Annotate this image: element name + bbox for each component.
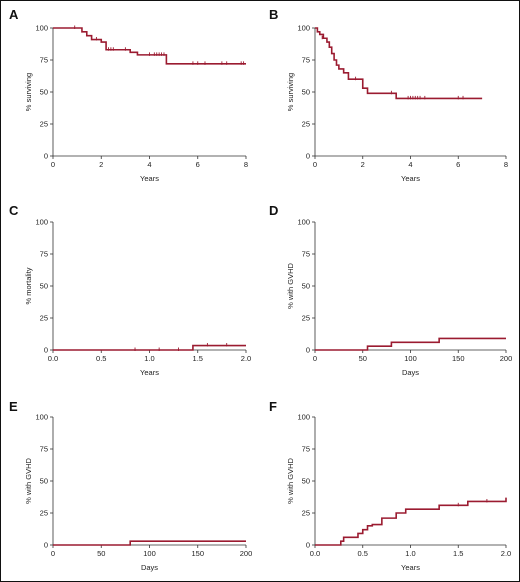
y-axis-title: % with GVHD: [24, 457, 33, 503]
y-tick-label: 25: [40, 509, 48, 518]
y-tick-label: 25: [302, 120, 310, 129]
y-tick-label: 50: [40, 477, 48, 486]
panel-d: D 0 25 50 75 100 0 50 100 150 200 Days % with GVHD: [269, 203, 512, 377]
y-axis-title: % surviving: [286, 73, 295, 111]
y-axis-title: % with GVHD: [286, 262, 295, 308]
y-tick-label: 75: [302, 250, 310, 259]
km-curve: [53, 344, 246, 351]
y-tick-label: 25: [302, 509, 310, 518]
x-axis-title: Years: [401, 174, 420, 183]
panel-label: A: [9, 7, 19, 22]
y-tick-label: 75: [40, 56, 48, 65]
x-tick-label: 1.0: [144, 354, 154, 363]
km-curve: [315, 27, 483, 100]
x-tick-label: 1.0: [405, 549, 415, 558]
y-tick-label: 25: [302, 314, 310, 323]
y-tick-label: 50: [302, 88, 310, 97]
x-tick-label: 2.0: [241, 354, 251, 363]
panel-a: A 0 25 50 75 100 0 2 4 6 8 Years % surviving: [9, 7, 248, 183]
panel-c: C 0 25 50 75 100 0.0 0.5 1.0 1.5 2.0 Years % mortali…: [9, 203, 251, 377]
y-tick-label: 0: [44, 152, 48, 161]
y-tick-label: 100: [297, 218, 310, 227]
x-tick-label: 2: [99, 160, 103, 169]
panel-label: C: [9, 203, 19, 218]
x-tick-label: 50: [97, 549, 105, 558]
x-tick-label: 1.5: [193, 354, 203, 363]
x-tick-label: 0: [313, 354, 317, 363]
x-tick-label: 0.0: [48, 354, 58, 363]
x-tick-label: 0.5: [358, 549, 368, 558]
y-tick-label: 50: [302, 477, 310, 486]
y-axis-title: % mortality: [24, 267, 33, 304]
x-tick-label: 0.0: [310, 549, 320, 558]
x-axis-title: Years: [140, 174, 159, 183]
y-tick-label: 0: [44, 346, 48, 355]
km-curve: [315, 497, 507, 546]
x-tick-label: 100: [143, 549, 156, 558]
x-tick-label: 2: [361, 160, 365, 169]
x-tick-label: 0: [51, 549, 55, 558]
x-axis-title: Days: [402, 368, 419, 377]
km-curve: [315, 337, 506, 351]
x-tick-label: 150: [452, 354, 465, 363]
x-tick-label: 4: [408, 160, 412, 169]
x-tick-label: 6: [456, 160, 460, 169]
y-tick-label: 75: [302, 445, 310, 454]
y-tick-label: 25: [40, 314, 48, 323]
x-tick-label: 50: [359, 354, 367, 363]
panel-e: E 0 25 50 75 100 0 50 100 150 200 Days % with GVHD: [9, 399, 252, 572]
y-tick-label: 0: [306, 346, 310, 355]
y-tick-label: 25: [40, 120, 48, 129]
panel-label: B: [269, 7, 278, 22]
x-tick-label: 0: [51, 160, 55, 169]
x-tick-label: 200: [240, 549, 253, 558]
y-tick-label: 100: [35, 413, 48, 422]
y-tick-label: 100: [297, 24, 310, 33]
y-tick-label: 75: [40, 250, 48, 259]
y-tick-label: 0: [306, 152, 310, 161]
panel-label: E: [9, 399, 18, 414]
y-tick-label: 0: [306, 541, 310, 550]
y-tick-label: 50: [40, 282, 48, 291]
x-axis-title: Days: [141, 563, 158, 572]
km-curve: [53, 540, 246, 546]
y-tick-label: 50: [40, 88, 48, 97]
panel-f: F 0 25 50 75 100 0.0 0.5 1.0 1.5 2.0 Years % with GV…: [269, 399, 511, 572]
x-tick-label: 8: [244, 160, 248, 169]
panel-label: F: [269, 399, 277, 414]
x-tick-label: 100: [404, 354, 417, 363]
km-curve: [53, 27, 246, 65]
y-tick-label: 100: [35, 218, 48, 227]
x-axis-title: Years: [401, 563, 420, 572]
x-axis-title: Years: [140, 368, 159, 377]
y-tick-label: 0: [44, 541, 48, 550]
panel-b: B 0 25 50 75 100 0 2 4 6 8 Years % surviving: [269, 7, 508, 183]
x-tick-label: 150: [191, 549, 204, 558]
x-tick-label: 1.5: [453, 549, 463, 558]
x-tick-label: 200: [500, 354, 513, 363]
x-tick-label: 8: [504, 160, 508, 169]
x-tick-label: 2.0: [501, 549, 511, 558]
x-tick-label: 0.5: [96, 354, 106, 363]
y-tick-label: 100: [35, 24, 48, 33]
x-tick-label: 4: [147, 160, 151, 169]
y-tick-label: 100: [297, 413, 310, 422]
y-tick-label: 75: [40, 445, 48, 454]
x-tick-label: 0: [313, 160, 317, 169]
y-tick-label: 75: [302, 56, 310, 65]
x-tick-label: 6: [196, 160, 200, 169]
y-axis-title: % surviving: [24, 73, 33, 111]
y-tick-label: 50: [302, 282, 310, 291]
y-axis-title: % with GVHD: [286, 457, 295, 503]
panel-label: D: [269, 203, 278, 218]
